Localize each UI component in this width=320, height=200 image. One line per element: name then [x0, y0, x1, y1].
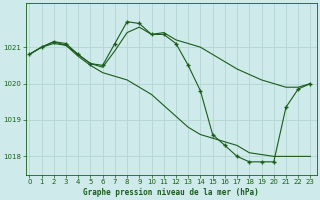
X-axis label: Graphe pression niveau de la mer (hPa): Graphe pression niveau de la mer (hPa)	[83, 188, 259, 197]
